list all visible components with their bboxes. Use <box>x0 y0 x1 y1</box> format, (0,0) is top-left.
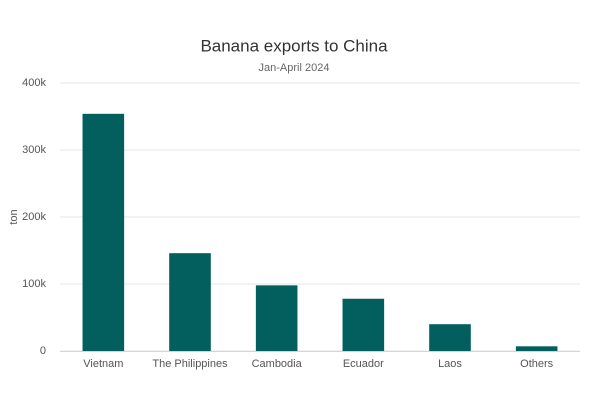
bar <box>342 298 385 351</box>
y-tick-label: 400k <box>22 77 46 89</box>
bar <box>169 253 211 351</box>
y-axis-label: ton <box>8 209 20 224</box>
x-tick-label: Others <box>520 358 554 370</box>
y-tick-label: 100k <box>22 278 46 290</box>
x-tick-label: Cambodia <box>252 358 303 370</box>
y-tick-label: 200k <box>22 211 46 223</box>
y-tick-label: 300k <box>22 144 46 156</box>
x-tick-label: The Philippines <box>152 358 228 370</box>
chart-subtitle: Jan-April 2024 <box>259 62 330 74</box>
x-tick-label: Vietnam <box>83 358 123 370</box>
bar <box>429 324 471 351</box>
x-tick-label: Ecuador <box>343 358 384 370</box>
bar <box>82 113 125 351</box>
y-tick-label: 0 <box>40 345 46 357</box>
bar <box>255 285 298 351</box>
chart-title: Banana exports to China <box>200 36 388 55</box>
x-tick-label: Laos <box>438 358 462 370</box>
bar <box>515 346 558 351</box>
